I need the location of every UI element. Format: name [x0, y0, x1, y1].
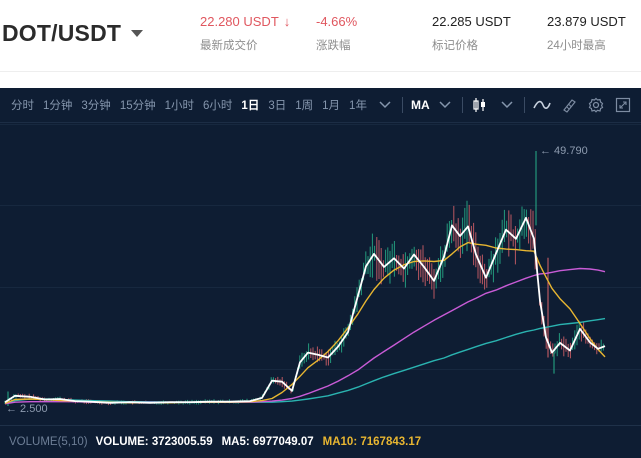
volume-ma5: MA5: 6977049.07 [221, 436, 314, 448]
interval-tab[interactable]: 3日 [268, 100, 287, 112]
interval-tab-active[interactable]: 1日 [241, 100, 260, 112]
interval-tab[interactable]: 15分钟 [119, 100, 156, 112]
kline-chart-panel: 分时 1分钟 3分钟 15分钟 1小时 6小时 1日 3日 1周 1月 1年 M… [0, 88, 641, 458]
interval-tab[interactable]: 1周 [295, 100, 314, 112]
mark-price-label: 标记价格 [432, 40, 478, 52]
draw-tool-icon[interactable] [560, 96, 578, 114]
high-24h-label: 24小时最高 [547, 40, 606, 52]
series-close [4, 216, 606, 404]
market-header: DOT/USDT 22.280 USDT ↓ 最新成交价 -4.66% 涨跌幅 2… [0, 0, 641, 72]
chevron-down-icon[interactable] [436, 96, 454, 114]
interval-tab[interactable]: 1月 [322, 100, 341, 112]
toolbar-divider [523, 97, 525, 113]
series-MA-mid [4, 267, 606, 405]
change-label: 涨跌幅 [316, 40, 351, 52]
series-MA-long [4, 317, 606, 404]
volume-legend: VOLUME(5,10) VOLUME: 3723005.59 MA5: 697… [0, 425, 641, 458]
stat-change: -4.66% 涨跌幅 [316, 13, 357, 54]
chevron-down-icon[interactable] [498, 96, 516, 114]
low-price-annotation: ← 2.500 [6, 403, 48, 415]
last-price-label: 最新成交价 [200, 40, 258, 52]
high-24h-value: 23.879 USDT [547, 14, 626, 29]
pair-selector[interactable]: DOT/USDT [2, 20, 144, 47]
interval-tab[interactable]: 分时 [11, 100, 34, 112]
chart-toolbar: 分时 1分钟 3分钟 15分钟 1小时 6小时 1日 3日 1周 1月 1年 M… [0, 88, 641, 123]
candlestick-icon[interactable] [471, 96, 489, 114]
volume-ma10: MA10: 7167843.17 [322, 436, 422, 448]
stat-last-price: 22.280 USDT ↓ 最新成交价 [200, 13, 290, 54]
interval-tab[interactable]: 1小时 [164, 100, 195, 112]
interval-tab[interactable]: 1年 [349, 100, 367, 112]
fullscreen-icon[interactable] [614, 96, 632, 114]
interval-tab[interactable]: 6小时 [203, 100, 233, 112]
interval-tab[interactable]: 3分钟 [81, 100, 111, 112]
line-style-icon[interactable] [532, 96, 551, 114]
volume-value: VOLUME: 3723005.59 [95, 436, 213, 448]
price-chart-canvas[interactable] [0, 124, 641, 420]
toolbar-divider [461, 97, 463, 113]
last-price-value: 22.280 USDT [200, 14, 279, 29]
arrow-down-icon: ↓ [283, 14, 291, 29]
chevron-down-icon[interactable] [376, 96, 394, 114]
change-value: -4.66% [316, 14, 358, 29]
mark-price-value: 22.285 USDT [432, 14, 511, 29]
settings-icon[interactable] [587, 96, 605, 114]
price-plot[interactable]: ← 49.790 ← 2.500 [0, 124, 641, 420]
high-price-annotation: ← 49.790 [540, 145, 588, 157]
toolbar-divider [401, 97, 403, 113]
pair-name: DOT/USDT [2, 20, 122, 46]
caret-down-icon [131, 30, 144, 37]
stat-24h-high: 23.879 USDT 24小时最高 [547, 13, 626, 54]
series-MA-short [4, 241, 606, 404]
interval-tab[interactable]: 1分钟 [43, 100, 73, 112]
volume-indicator-name[interactable]: VOLUME(5,10) [9, 436, 88, 448]
indicator-select[interactable]: MA [410, 98, 430, 112]
stat-mark-price: 22.285 USDT 标记价格 [432, 13, 511, 54]
